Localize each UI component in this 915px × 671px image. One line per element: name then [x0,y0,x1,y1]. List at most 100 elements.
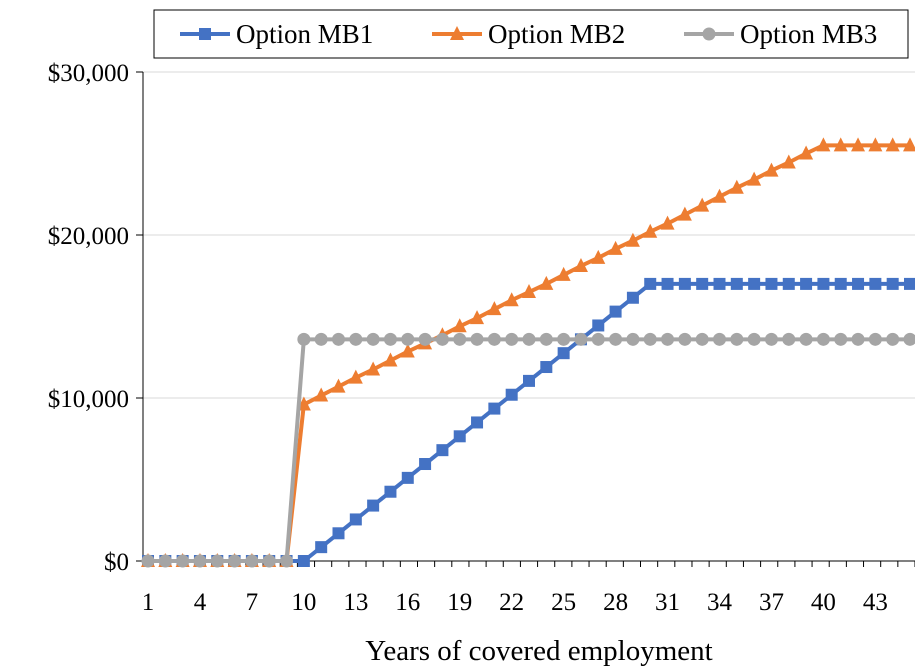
data-point [348,369,363,384]
data-point [574,332,588,346]
x-tick-label: 25 [551,589,576,616]
data-point [833,137,848,152]
data-point [903,137,915,152]
legend-label: Option MB3 [740,19,877,49]
data-point [643,332,657,346]
data-point [488,402,501,415]
data-point [297,332,311,346]
data-point [713,277,726,290]
data-point [332,332,345,346]
data-point [176,554,190,568]
series-option-mb3 [141,332,915,568]
x-tick-label: 10 [291,589,316,616]
data-point [678,277,691,290]
data-point [851,137,866,152]
data-point [158,554,172,568]
x-tick-label: 7 [246,589,259,616]
x-tick-label: 16 [395,589,420,616]
data-point [228,554,242,568]
data-point [280,554,294,568]
data-point [453,430,466,443]
data-point [747,332,761,346]
series-group [141,137,915,568]
data-point [609,305,622,318]
x-tick-label: 37 [759,589,784,616]
data-point [799,332,813,346]
data-point [903,332,915,346]
data-point [436,444,449,457]
data-point [419,458,432,471]
legend-entry: Option MB1 [180,19,373,49]
x-tick-label: 43 [863,589,888,616]
data-point [366,332,380,346]
data-point [400,343,415,358]
x-axis-title: Years of covered employment [365,635,712,667]
data-point [210,554,224,568]
data-point [608,240,623,255]
data-point [452,318,467,333]
legend-label: Option MB2 [488,19,625,49]
x-tick-label: 13 [343,589,368,616]
data-point [661,277,674,290]
data-point [712,188,727,203]
data-point [868,137,883,152]
data-point [245,554,259,568]
data-point [366,361,381,376]
legend-swatch-marker [199,28,211,40]
data-point [471,416,484,429]
x-tick-label: 31 [655,589,680,616]
data-point [591,249,606,264]
data-point [764,162,779,177]
y-axis-ticks: $0 $10,000 $20,000 $30,000 [48,60,143,576]
x-tick-label: 19 [447,589,472,616]
data-point [609,332,623,346]
y-tick-label: $10,000 [48,386,129,413]
data-point [764,332,778,346]
data-point [868,332,882,346]
data-point [418,332,432,346]
data-point [383,352,398,367]
data-point [367,499,380,512]
y-tick-label: $0 [104,549,129,576]
legend-entry: Option MB2 [432,19,625,49]
legend-entry: Option MB3 [684,19,877,49]
data-point [314,387,329,402]
data-point [626,291,639,304]
data-point [573,257,588,272]
data-point [730,332,744,346]
data-point [851,332,865,346]
data-point [401,471,414,484]
data-point [729,179,744,194]
data-point [504,292,519,307]
data-point [193,554,207,568]
data-point [781,154,796,169]
data-point [522,284,536,299]
x-tick-label: 1 [142,589,155,616]
data-point [540,361,553,374]
data-point [314,332,328,346]
data-point [678,332,692,346]
data-point [834,277,847,290]
data-point [470,310,485,325]
data-point [315,541,328,554]
data-point [626,332,640,346]
data-point [383,332,397,346]
data-point [262,554,276,568]
data-point [539,275,554,290]
data-point [661,332,675,346]
data-point [782,332,796,346]
data-point [817,277,830,290]
data-point [487,332,501,346]
data-point [141,554,155,568]
data-point [643,223,658,238]
data-point [505,388,518,401]
data-point [748,277,761,290]
data-point [332,527,345,540]
data-point [349,513,362,526]
data-point [349,332,363,346]
data-point [592,319,605,332]
data-point [816,137,831,152]
data-point [695,332,709,346]
data-point [782,277,795,290]
